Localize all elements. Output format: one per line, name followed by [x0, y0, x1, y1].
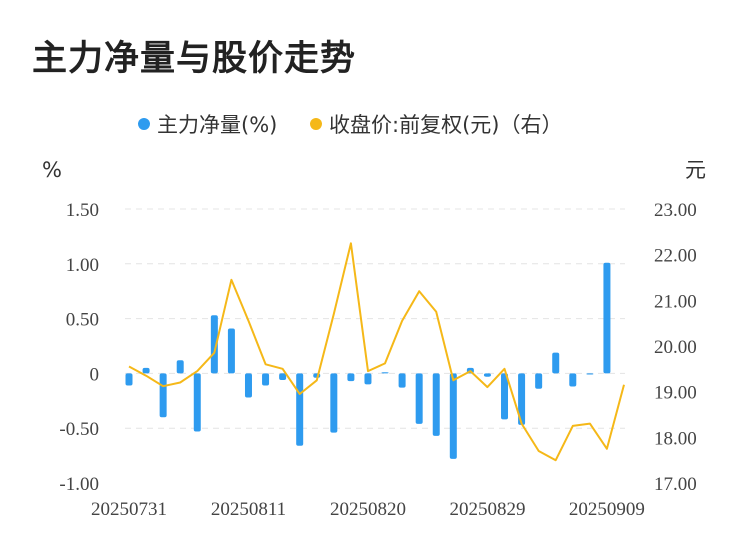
- bar: [159, 373, 167, 418]
- legend-dot-close-price: [310, 118, 322, 130]
- bar: [432, 373, 440, 436]
- y-right-tick-label: 17.00: [654, 474, 697, 495]
- y-left-tick-label: -0.50: [59, 419, 99, 440]
- chart-title: 主力净量与股价走势: [32, 39, 357, 79]
- bar: [586, 373, 594, 375]
- bar: [262, 373, 270, 386]
- legend-label-close-price: 收盘价:前复权(元)（右）: [329, 113, 562, 137]
- bar: [535, 373, 543, 389]
- axis-layer: 1.50 1.00 0.50 0 -0.50 -1.00 23.00 22.00 21.00 20…: [42, 158, 706, 520]
- x-tick-label: 20250811: [211, 499, 286, 520]
- bar: [603, 262, 611, 374]
- bar: [483, 373, 491, 377]
- y-left-tick-label: 0: [90, 364, 100, 385]
- y-left-tick-label: -1.00: [59, 474, 99, 495]
- legend-layer: 主力净量(%) 收盘价:前复权(元)（右）: [138, 113, 562, 137]
- y-right-tick-label: 21.00: [654, 291, 697, 312]
- legend-dot-net-volume: [138, 118, 150, 130]
- bar: [552, 352, 560, 374]
- y-right-tick-label: 23.00: [654, 200, 697, 221]
- bars-layer: [125, 262, 611, 459]
- bar: [244, 373, 252, 398]
- bar: [415, 373, 423, 424]
- bar: [381, 372, 389, 374]
- line-layer: [128, 242, 625, 462]
- bar: [518, 373, 526, 425]
- x-tick-label: 20250731: [91, 499, 167, 520]
- y-left-tick-label: 1.00: [66, 255, 99, 276]
- y-left-tick-label: 0.50: [66, 310, 99, 331]
- price-line: [128, 242, 625, 462]
- bar: [279, 373, 287, 380]
- x-tick-label: 20250829: [449, 499, 525, 520]
- bar: [449, 373, 457, 459]
- y-left-unit: %: [42, 158, 62, 182]
- bar: [210, 315, 218, 374]
- bar: [347, 373, 355, 382]
- x-tick-label: 20250909: [569, 499, 645, 520]
- bar: [296, 373, 304, 446]
- x-tick-label: 20250820: [330, 499, 406, 520]
- bar: [176, 360, 184, 374]
- bar: [193, 373, 201, 432]
- bar: [398, 373, 406, 388]
- y-right-tick-label: 20.00: [654, 337, 697, 358]
- y-left-tick-label: 1.50: [66, 200, 99, 221]
- y-right-unit: 元: [685, 158, 706, 182]
- y-right-tick-label: 18.00: [654, 428, 697, 449]
- bar: [142, 367, 150, 374]
- y-right-tick-label: 19.00: [654, 383, 697, 404]
- y-right-tick-label: 22.00: [654, 246, 697, 267]
- legend-label-net-volume: 主力净量(%): [157, 113, 277, 137]
- bar: [364, 373, 372, 385]
- bar: [125, 373, 133, 386]
- bar: [227, 328, 235, 374]
- bar: [501, 373, 509, 420]
- bar: [569, 373, 577, 387]
- bar: [330, 373, 338, 433]
